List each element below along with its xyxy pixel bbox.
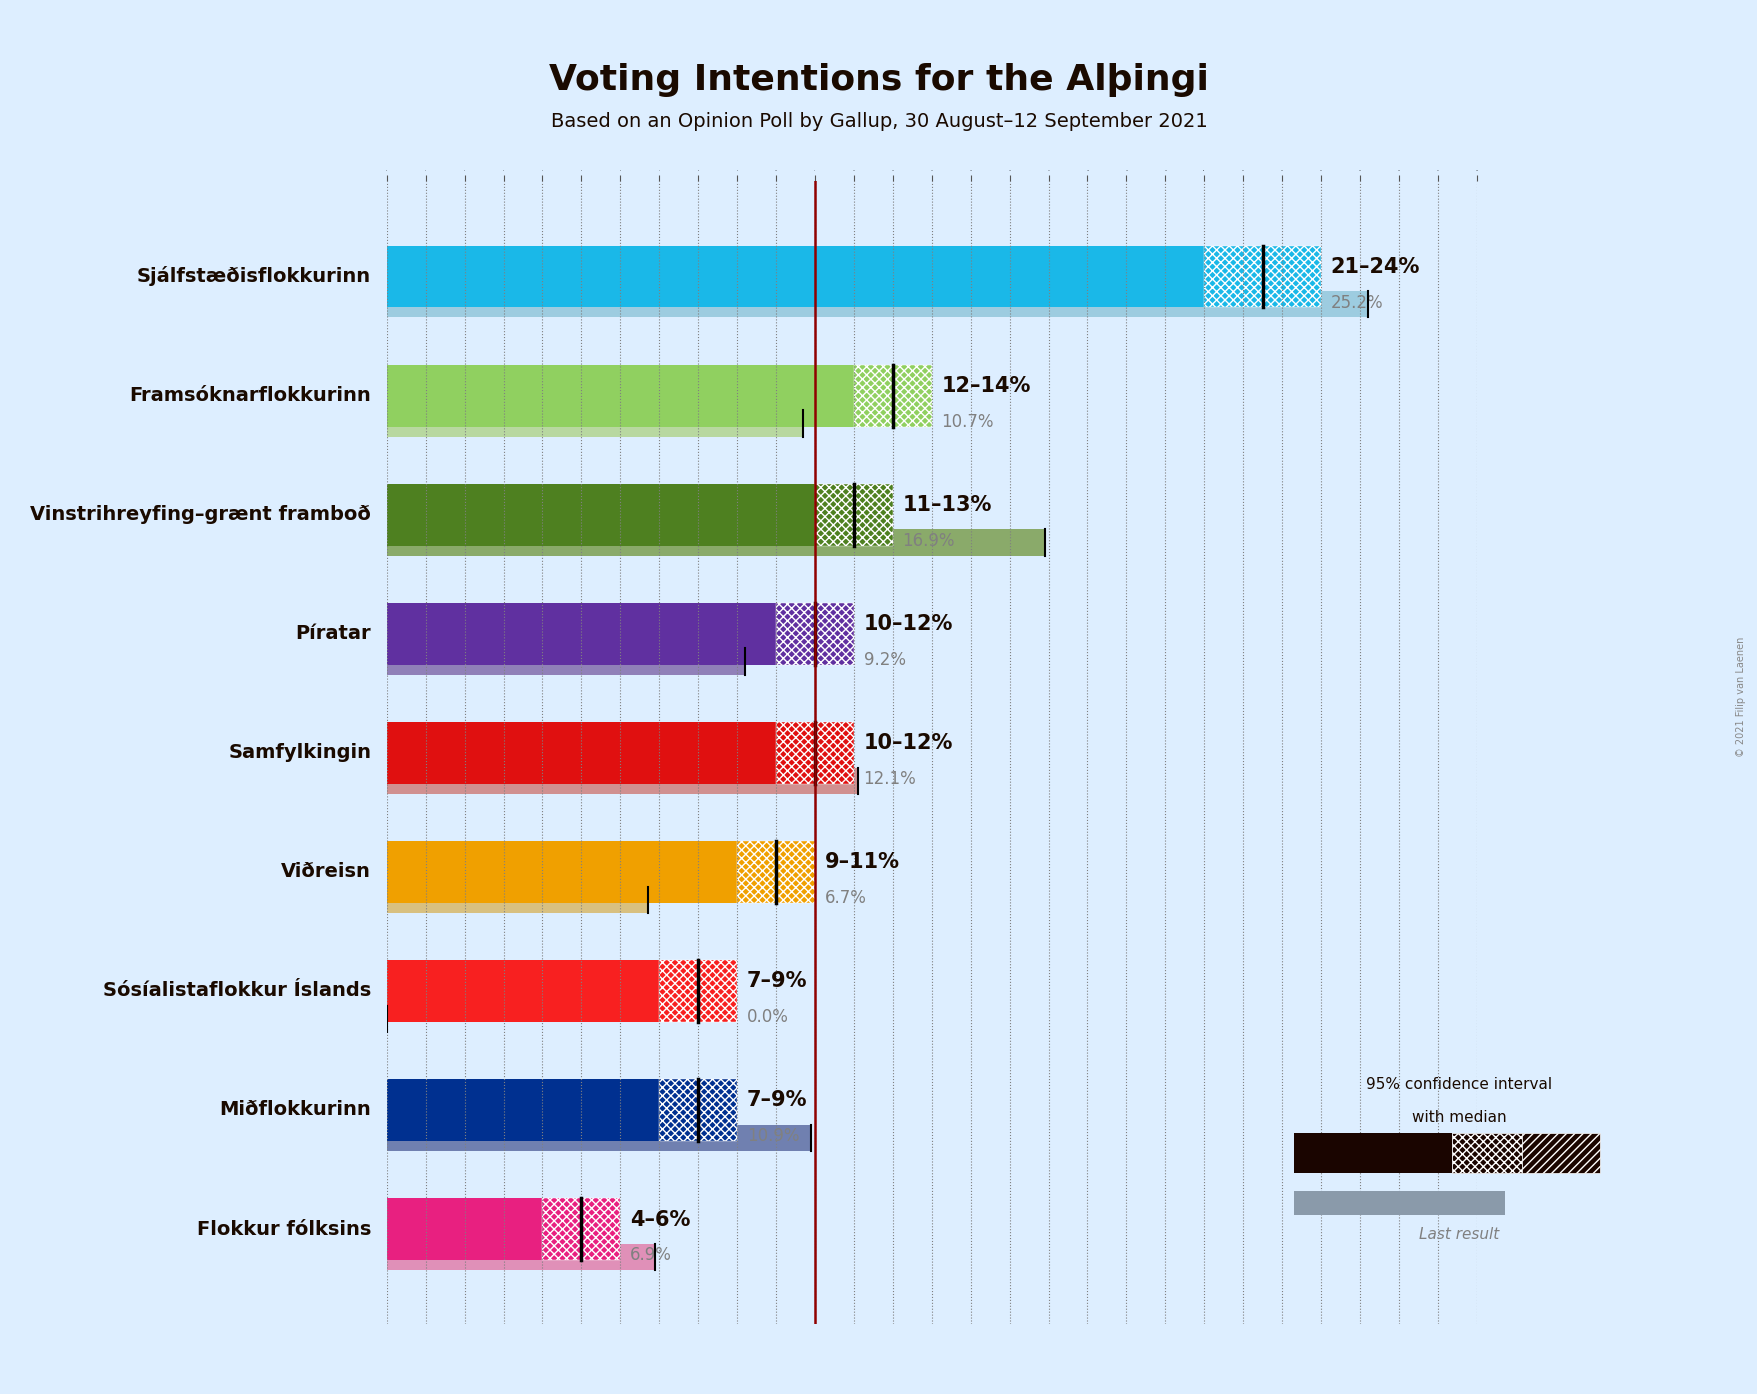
Bar [775,722,854,783]
Bar [736,841,815,903]
Bar [387,1079,659,1140]
Text: Sjálfstæðisflokkurinn: Sjálfstæðisflokkurinn [137,266,371,287]
Bar [775,602,854,665]
Bar [543,1197,620,1260]
Bar [387,768,857,793]
Text: 9–11%: 9–11% [824,852,900,873]
Text: 11–13%: 11–13% [901,495,991,516]
Text: 7–9%: 7–9% [747,1090,806,1111]
Bar [1293,1133,1451,1172]
Text: 9.2%: 9.2% [863,651,905,669]
Text: with median: with median [1411,1110,1506,1125]
Text: Based on an Opinion Poll by Gallup, 30 August–12 September 2021: Based on an Opinion Poll by Gallup, 30 A… [550,112,1207,131]
Text: Viðreisn: Viðreisn [281,863,371,881]
Text: © 2021 Filip van Laenen: © 2021 Filip van Laenen [1734,637,1745,757]
Text: 25.2%: 25.2% [1330,294,1383,312]
Bar [1204,245,1320,308]
Text: 6.7%: 6.7% [824,889,866,907]
Text: Voting Intentions for the Alþingi: Voting Intentions for the Alþingi [548,63,1209,96]
Bar [387,1197,543,1260]
Bar [387,530,1044,556]
Bar [387,245,1204,308]
Bar [387,484,815,545]
Bar [1522,1133,1599,1172]
Text: 12–14%: 12–14% [942,376,1030,396]
Text: 0.0%: 0.0% [747,1008,789,1026]
Bar [387,1125,810,1151]
Bar [854,365,931,427]
Text: 21–24%: 21–24% [1330,256,1420,277]
Bar [659,960,736,1022]
Bar [1451,1133,1522,1172]
Bar [387,602,775,665]
Text: 10.7%: 10.7% [942,413,993,431]
Text: 16.9%: 16.9% [901,533,954,549]
Text: 6.9%: 6.9% [629,1246,671,1264]
Text: 12.1%: 12.1% [863,769,915,788]
Text: Framsóknarflokkurinn: Framsóknarflokkurinn [130,386,371,406]
Text: 4–6%: 4–6% [629,1210,691,1230]
Bar [387,841,736,903]
Bar [1293,1190,1504,1214]
Text: Samfylkingin: Samfylkingin [228,743,371,763]
Text: 7–9%: 7–9% [747,972,806,991]
Text: Píratar: Píratar [295,625,371,643]
Bar [815,484,893,545]
Text: 10.9%: 10.9% [747,1128,799,1144]
Bar [387,648,745,675]
Text: Vinstrihreyfing–grænt framboð: Vinstrihreyfing–grænt framboð [30,505,371,524]
Bar [387,887,647,913]
Text: Flokkur fólksins: Flokkur fólksins [197,1220,371,1238]
Bar [387,1243,655,1270]
Bar [387,291,1367,318]
Bar [387,365,854,427]
Text: 95% confidence interval: 95% confidence interval [1365,1078,1551,1092]
Text: Miðflokkurinn: Miðflokkurinn [220,1100,371,1119]
Bar [387,960,659,1022]
Text: 10–12%: 10–12% [863,615,952,634]
Bar [387,410,803,436]
Bar [387,722,775,783]
Text: Last result: Last result [1418,1227,1499,1242]
Bar [659,1079,736,1140]
Text: Sósíalistaflokkur Íslands: Sósíalistaflokkur Íslands [104,981,371,1001]
Text: 10–12%: 10–12% [863,733,952,753]
